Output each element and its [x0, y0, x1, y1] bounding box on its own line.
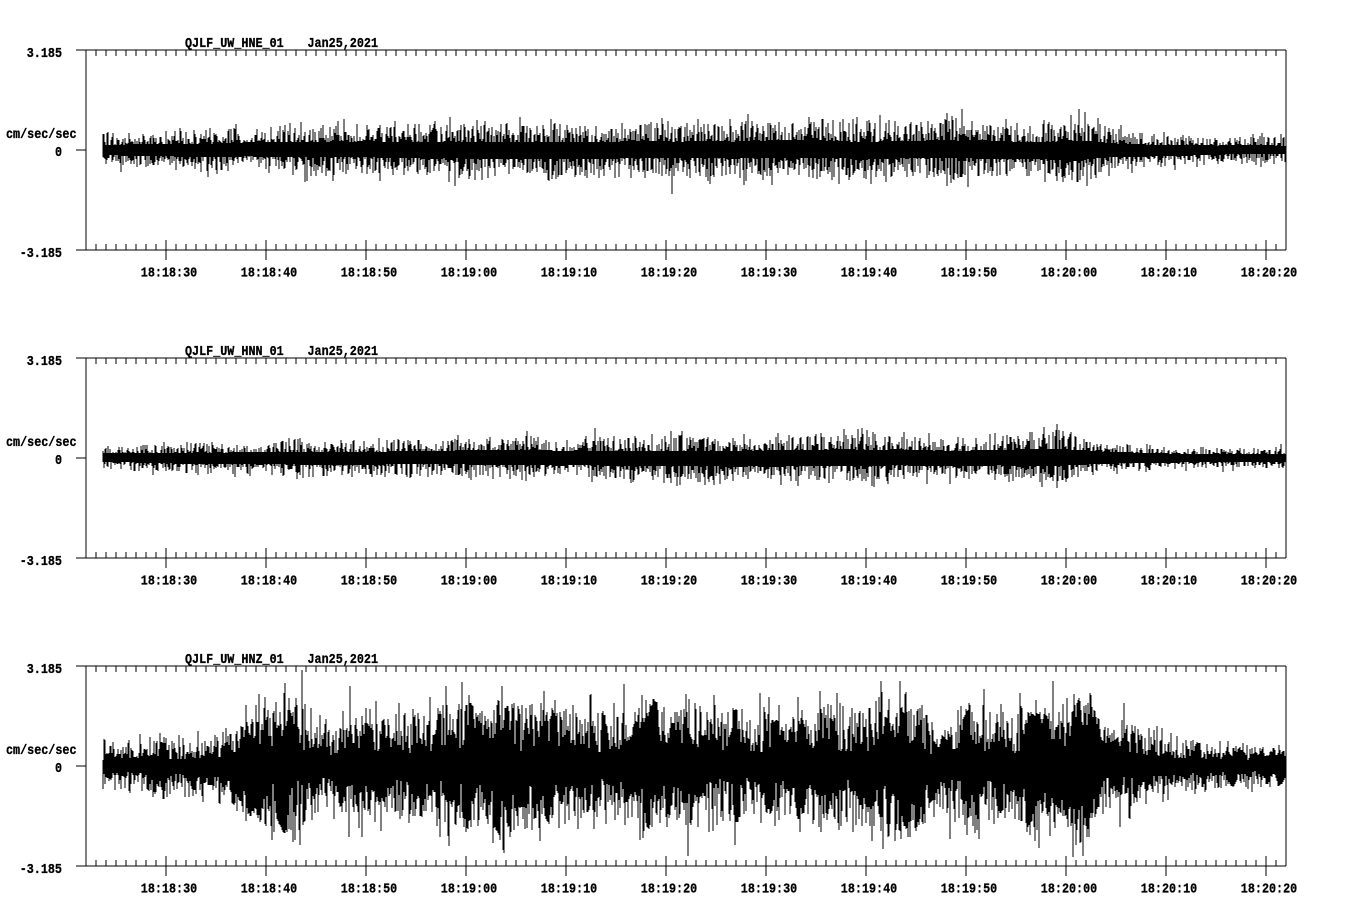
svg-text:18:18:40: 18:18:40: [241, 883, 297, 898]
svg-text:QJLF_UW_HNN_01: QJLF_UW_HNN_01: [185, 345, 284, 360]
svg-text:18:20:00: 18:20:00: [1041, 267, 1097, 282]
svg-text:18:20:00: 18:20:00: [1041, 883, 1097, 898]
svg-text:-3.185: -3.185: [20, 247, 62, 262]
svg-text:18:18:30: 18:18:30: [141, 575, 197, 590]
svg-text:Jan25,2021: Jan25,2021: [308, 653, 379, 668]
svg-text:18:18:30: 18:18:30: [141, 883, 197, 898]
svg-text:18:19:20: 18:19:20: [641, 883, 697, 898]
svg-text:18:19:00: 18:19:00: [441, 575, 497, 590]
svg-text:18:19:50: 18:19:50: [941, 575, 997, 590]
svg-text:0: 0: [55, 146, 62, 161]
svg-text:18:18:40: 18:18:40: [241, 575, 297, 590]
svg-text:18:19:10: 18:19:10: [541, 883, 597, 898]
svg-text:18:20:10: 18:20:10: [1141, 883, 1197, 898]
svg-text:Jan25,2021: Jan25,2021: [308, 345, 379, 360]
svg-text:18:18:50: 18:18:50: [341, 883, 397, 898]
svg-text:cm/sec/sec: cm/sec/sec: [6, 127, 77, 143]
svg-text:18:19:40: 18:19:40: [841, 267, 897, 282]
svg-text:18:20:20: 18:20:20: [1241, 575, 1297, 590]
svg-text:-3.185: -3.185: [20, 555, 62, 570]
svg-text:18:19:50: 18:19:50: [941, 267, 997, 282]
svg-text:18:19:40: 18:19:40: [841, 883, 897, 898]
svg-text:3.185: 3.185: [27, 47, 62, 62]
svg-text:18:19:30: 18:19:30: [741, 267, 797, 282]
svg-text:0: 0: [55, 454, 62, 469]
svg-text:18:19:40: 18:19:40: [841, 575, 897, 590]
svg-text:18:19:20: 18:19:20: [641, 575, 697, 590]
svg-text:18:19:20: 18:19:20: [641, 267, 697, 282]
svg-text:18:19:10: 18:19:10: [541, 267, 597, 282]
svg-text:3.185: 3.185: [27, 355, 62, 370]
svg-text:18:19:30: 18:19:30: [741, 575, 797, 590]
svg-text:0: 0: [55, 762, 62, 777]
svg-text:18:19:10: 18:19:10: [541, 575, 597, 590]
svg-text:QJLF_UW_HNE_01: QJLF_UW_HNE_01: [185, 37, 284, 52]
svg-text:18:20:20: 18:20:20: [1241, 267, 1297, 282]
svg-text:18:18:50: 18:18:50: [341, 267, 397, 282]
svg-text:18:18:30: 18:18:30: [141, 267, 197, 282]
svg-text:cm/sec/sec: cm/sec/sec: [6, 743, 77, 759]
svg-text:3.185: 3.185: [27, 663, 62, 678]
svg-text:Jan25,2021: Jan25,2021: [308, 37, 379, 52]
svg-text:18:19:00: 18:19:00: [441, 267, 497, 282]
svg-text:cm/sec/sec: cm/sec/sec: [6, 435, 77, 451]
svg-text:18:19:00: 18:19:00: [441, 883, 497, 898]
svg-text:18:18:50: 18:18:50: [341, 575, 397, 590]
svg-text:18:19:50: 18:19:50: [941, 883, 997, 898]
svg-text:18:18:40: 18:18:40: [241, 267, 297, 282]
svg-text:18:20:20: 18:20:20: [1241, 883, 1297, 898]
svg-text:18:20:00: 18:20:00: [1041, 575, 1097, 590]
svg-text:18:20:10: 18:20:10: [1141, 575, 1197, 590]
svg-text:-3.185: -3.185: [20, 863, 62, 878]
svg-text:18:19:30: 18:19:30: [741, 883, 797, 898]
svg-text:18:20:10: 18:20:10: [1141, 267, 1197, 282]
svg-text:QJLF_UW_HNZ_01: QJLF_UW_HNZ_01: [185, 653, 284, 668]
